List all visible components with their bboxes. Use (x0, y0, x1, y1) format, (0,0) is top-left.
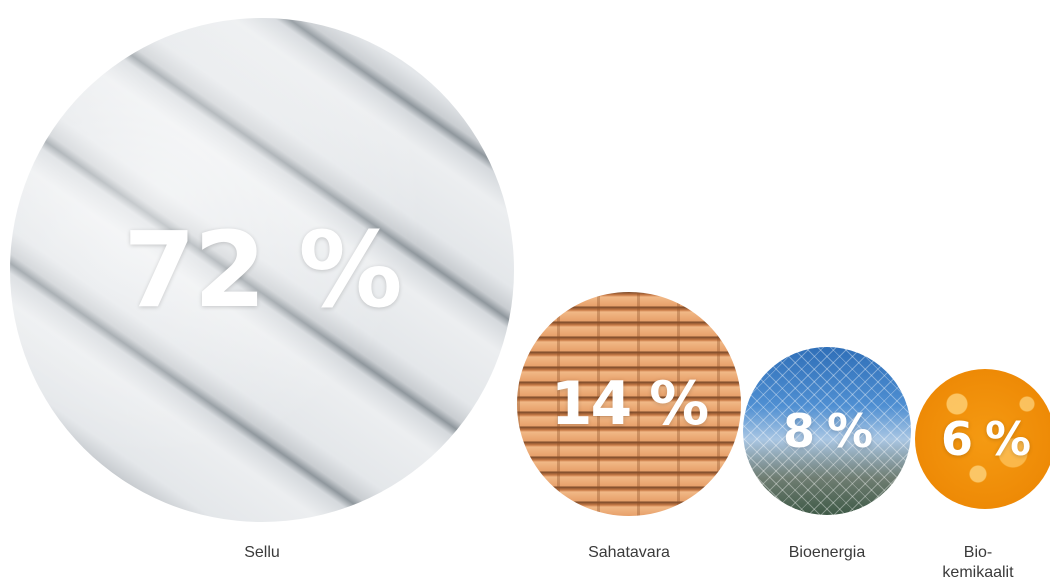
category-label-bioenergia: Bioenergia (788, 544, 866, 561)
bubble-sahatavara: 14 % (517, 292, 741, 516)
bubble-bioenergia: 8 % (743, 347, 911, 515)
value-label-biokemikaalit: 6 % (940, 412, 1031, 466)
category-label-sahatavara: Sahatavara (588, 544, 670, 561)
category-label-sellu: Sellu (244, 544, 280, 561)
bubble-sellu: 72 % (10, 18, 514, 522)
value-label-bioenergia: 8 % (782, 404, 873, 458)
value-label-sellu: 72 % (123, 209, 402, 331)
bubble-biokemikaalit: 6 % (915, 369, 1050, 509)
value-label-sahatavara: 14 % (550, 369, 710, 439)
category-label-biokemikaalit: Bio- kemikaalit (942, 544, 1014, 581)
